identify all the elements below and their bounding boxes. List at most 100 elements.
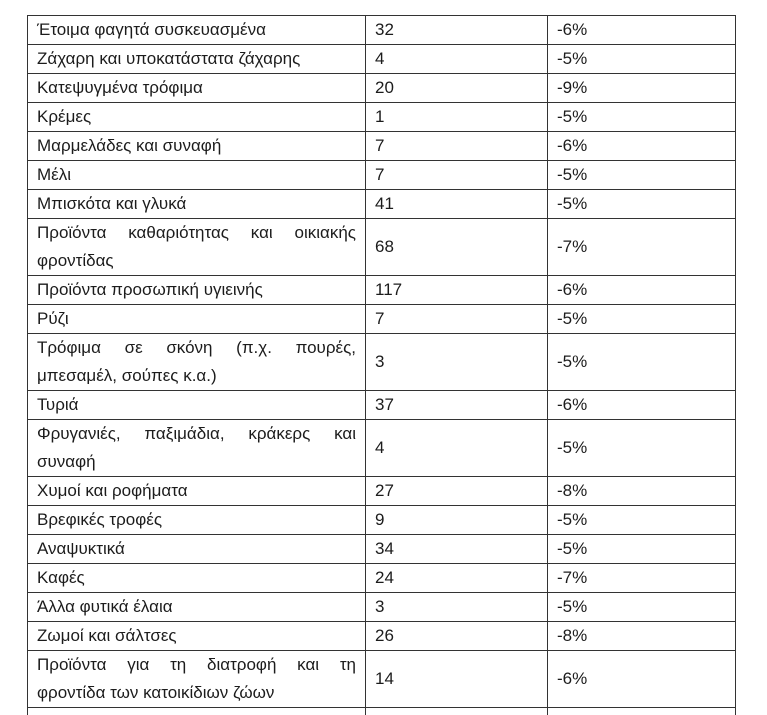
count-cell: 20 <box>365 73 548 103</box>
change-cell: -5% <box>547 160 736 190</box>
category-cell: Κατεψυγμένα τρόφιμα <box>27 73 366 103</box>
table-row: Αναψυκτικά 34 -5% <box>27 534 736 564</box>
category-cell: Ζωμοί και σάλτσες <box>27 621 366 651</box>
count-cell: 24 <box>365 563 548 593</box>
table-row: Βρεφικές τροφές 9 -5% <box>27 505 736 535</box>
change-text: -5% <box>557 107 588 126</box>
count-cell: 14 <box>365 650 548 708</box>
change-text: -5% <box>557 438 588 457</box>
change-cell: -5% <box>547 189 736 219</box>
category-cell: Μαρμελάδες και συναφή <box>27 131 366 161</box>
category-text-line: Άλλα φυτικά έλαια <box>37 597 173 616</box>
category-text-line: Καφές <box>37 568 85 587</box>
category-cell: Μέλι <box>27 160 366 190</box>
change-cell: -5% <box>547 102 736 132</box>
table-row: Τρόφιμα σε σκόνη (π.χ. πουρές, μπεσαμέλ, … <box>27 333 736 391</box>
category-cell: Φρυγανιές, παξιμάδια, κράκερς και συναφή <box>27 419 366 477</box>
count-text: 3 <box>375 352 385 371</box>
change-text: -7% <box>557 568 588 587</box>
category-cell: Προϊόντα για τη διατροφή και τη φροντίδα … <box>27 650 366 708</box>
category-text-line: Έτοιμα φαγητά συσκευασμένα <box>37 20 266 39</box>
table-row: Ζωμοί και σάλτσες 26 -8% <box>27 621 736 651</box>
change-text: -6% <box>557 395 588 414</box>
category-text-line: Φρυγανιές, παξιμάδια, κράκερς και <box>37 424 356 443</box>
count-cell: 37 <box>365 390 548 420</box>
change-cell: -9% <box>547 73 736 103</box>
table-row: Μέλι 7 -5% <box>27 160 736 190</box>
count-cell: 7 <box>365 160 548 190</box>
table-row: Φρυγανιές, παξιμάδια, κράκερς και συναφή … <box>27 419 736 477</box>
count-cell: 4 <box>365 419 548 477</box>
change-cell: -5% <box>547 304 736 334</box>
change-text: -5% <box>557 194 588 213</box>
count-cell: 117 <box>365 275 548 305</box>
category-text-line: Μαρμελάδες και συναφή <box>37 136 222 155</box>
count-text: 7 <box>375 309 385 328</box>
table-row: Τυριά 37 -6% <box>27 390 736 420</box>
table-row: Προϊόντα για τη διατροφή και τη φροντίδα … <box>27 650 736 708</box>
count-text: 24 <box>375 568 394 587</box>
count-cell: 34 <box>365 534 548 564</box>
change-cell: -5% <box>547 44 736 74</box>
category-text-line: Προϊόντα καθαριότητας και οικιακής <box>37 223 356 242</box>
change-cell: -8% <box>547 621 736 651</box>
category-text-line: Μέλι <box>37 165 72 184</box>
table-row: Μαρμελάδες και συναφή 7 -6% <box>27 131 736 161</box>
category-text-line: Χυμοί και ροφήματα <box>37 481 188 500</box>
change-text: -8% <box>557 481 588 500</box>
category-text-line: Βρεφικές τροφές <box>37 510 163 529</box>
category-cell: Άλλα φυτικά έλαια <box>27 592 366 622</box>
change-cell: -5% <box>547 505 736 535</box>
count-cell: 7 <box>365 131 548 161</box>
change-cell: -6% <box>547 390 736 420</box>
category-cell: Προϊόντα προσωπική υγιεινής <box>27 275 366 305</box>
change-cell: -5% <box>547 592 736 622</box>
change-cell: -5% <box>547 419 736 477</box>
count-text: 34 <box>375 539 394 558</box>
change-text: -5% <box>557 309 588 328</box>
table-body: Έτοιμα φαγητά συσκευασμένα 32 -6% Ζάχαρη… <box>27 15 736 715</box>
table-row: Ζάχαρη και υποκατάστατα ζάχαρης 4 -5% <box>27 44 736 74</box>
change-text: -7% <box>557 237 588 256</box>
change-text: -6% <box>557 20 588 39</box>
category-text-line: Κρέμες <box>37 107 92 126</box>
count-text: 41 <box>375 194 394 213</box>
change-text: -8% <box>557 626 588 645</box>
count-text: 14 <box>375 669 394 688</box>
count-text: 27 <box>375 481 394 500</box>
category-cell: Προϊόντα καθαριότητας και οικιακής φροντί… <box>27 218 366 276</box>
category-text-line: φροντίδας <box>37 251 114 270</box>
category-cell: Έτοιμα φαγητά συσκευασμένα <box>27 15 366 45</box>
count-cell: 4 <box>365 44 548 74</box>
category-text-line: Μπισκότα και γλυκά <box>37 194 187 213</box>
category-text-line: Τρόφιμα σε σκόνη (π.χ. πουρές, <box>37 338 356 357</box>
category-cell <box>27 707 366 715</box>
change-text: -5% <box>557 597 588 616</box>
table-row: Χυμοί και ροφήματα 27 -8% <box>27 476 736 506</box>
table-row: Κατεψυγμένα τρόφιμα 20 -9% <box>27 73 736 103</box>
count-cell: 41 <box>365 189 548 219</box>
category-text-line: Αναψυκτικά <box>37 539 125 558</box>
category-text-line: Προϊόντα για τη διατροφή και τη <box>37 655 356 674</box>
category-text-line: Ζάχαρη και υποκατάστατα ζάχαρης <box>37 49 301 68</box>
product-categories-table: Έτοιμα φαγητά συσκευασμένα 32 -6% Ζάχαρη… <box>27 15 736 715</box>
change-cell: -5% <box>547 534 736 564</box>
change-cell: -8% <box>547 476 736 506</box>
change-text: -9% <box>557 78 588 97</box>
count-text: 7 <box>375 165 385 184</box>
count-cell: 32 <box>365 15 548 45</box>
change-text: -5% <box>557 352 588 371</box>
count-text: 1 <box>375 107 385 126</box>
count-text: 3 <box>375 597 385 616</box>
category-cell: Τυριά <box>27 390 366 420</box>
count-cell: 3 <box>365 333 548 391</box>
count-text: 9 <box>375 510 385 529</box>
table-row: Κρέμες 1 -5% <box>27 102 736 132</box>
count-cell: 27 <box>365 476 548 506</box>
change-cell: -5% <box>547 333 736 391</box>
count-text: 20 <box>375 78 394 97</box>
change-text: -5% <box>557 165 588 184</box>
category-cell: Αναψυκτικά <box>27 534 366 564</box>
change-text: -6% <box>557 136 588 155</box>
category-cell: Χυμοί και ροφήματα <box>27 476 366 506</box>
